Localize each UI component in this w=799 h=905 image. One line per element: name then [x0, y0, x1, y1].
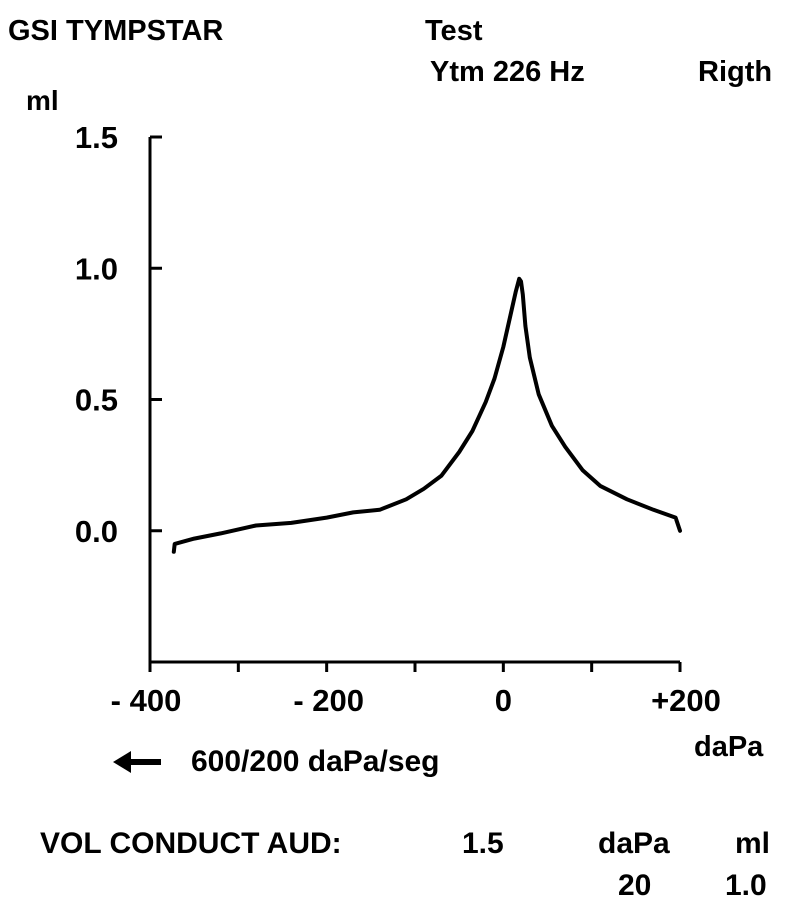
device-name: GSI TYMPSTAR — [8, 15, 224, 47]
ear-label: Rigth — [698, 56, 773, 88]
y-tick-label: 0.5 — [75, 383, 118, 418]
series-line — [171, 276, 682, 554]
vol-conduct-value: 1.5 — [462, 827, 504, 860]
x-tick-label: - 400 — [111, 683, 182, 718]
peak-compliance-label: ml — [735, 827, 771, 860]
peak-pressure-value: 20 — [618, 869, 652, 902]
x-tick-label: - 200 — [293, 683, 364, 718]
left-arrow-icon — [113, 751, 161, 773]
chart-axes: 1.5 1.0 0.5 0.0 - 400 - 200 0 +200 — [75, 120, 721, 718]
y-tick-label: 1.0 — [75, 251, 118, 286]
test-label: Test — [425, 15, 483, 47]
test-params: Ytm 226 Hz — [430, 56, 585, 88]
peak-compliance-value: 1.0 — [725, 869, 767, 902]
y-axis-label: ml — [26, 85, 59, 116]
x-tick-label: +200 — [651, 683, 721, 718]
chart-series — [171, 276, 682, 554]
rate-text: 600/200 daPa/seg — [191, 745, 440, 778]
x-axis-label: daPa — [694, 731, 764, 763]
vol-conduct-label: VOL CONDUCT AUD: — [40, 827, 342, 860]
y-tick-label: 0.0 — [75, 514, 118, 549]
peak-pressure-label: daPa — [598, 827, 670, 860]
x-tick-label: 0 — [495, 683, 512, 718]
y-tick-label: 1.5 — [75, 120, 118, 155]
